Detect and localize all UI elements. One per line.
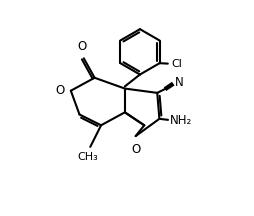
Text: O: O <box>77 40 86 53</box>
Text: N: N <box>174 76 183 89</box>
Text: Cl: Cl <box>171 59 182 69</box>
Text: CH₃: CH₃ <box>78 152 99 162</box>
Text: O: O <box>131 143 140 156</box>
Text: NH₂: NH₂ <box>170 114 193 127</box>
Text: O: O <box>55 84 64 97</box>
